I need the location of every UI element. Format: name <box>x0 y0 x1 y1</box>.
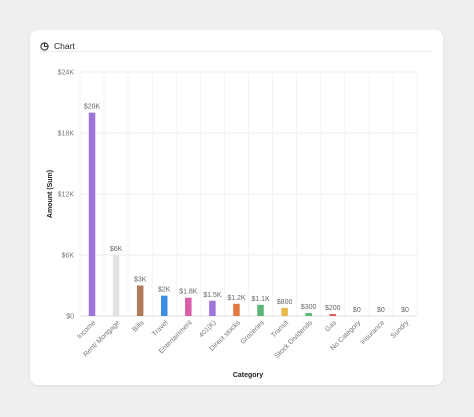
bar-value-label: $2K <box>158 287 171 294</box>
bar[interactable] <box>88 112 96 317</box>
x-tick-label: Insurance <box>360 319 387 346</box>
x-tick-label: Income <box>76 319 97 340</box>
bar-value-label: $1.5K <box>203 292 222 299</box>
bar-value-label: $1.1K <box>251 296 270 303</box>
bars: $20K $6K $3K $2K $1.8K $1.5K $1.2K $1.1K $800 $30… <box>84 104 409 317</box>
bar[interactable] <box>281 307 288 316</box>
bar[interactable] <box>112 255 120 316</box>
chart-icon <box>40 41 49 51</box>
bar-value-label: $0 <box>377 307 385 314</box>
y-tick-label: $6K <box>62 253 75 260</box>
bar-value-label: $800 <box>277 299 293 306</box>
bar[interactable] <box>136 285 144 317</box>
bar-value-label: $3K <box>134 277 147 284</box>
y-axis-ticks: $0 $6K $12K $18K $24K <box>58 70 75 321</box>
x-tick-label: Gas <box>324 319 338 333</box>
chart-card: Chart <box>30 30 443 385</box>
x-tick-label: Travel <box>151 319 170 338</box>
bar-value-label: $200 <box>325 305 341 312</box>
chart-header: Chart <box>40 36 433 56</box>
chart-title: Chart <box>54 41 75 51</box>
x-tick-label: Transit <box>270 319 290 339</box>
x-tick-label: 401(K) <box>198 319 218 339</box>
gridlines <box>79 71 418 317</box>
bar-value-label: $6K <box>110 246 123 253</box>
bar[interactable] <box>233 303 240 316</box>
y-axis-title: Amount (Sum) <box>47 170 54 218</box>
bar[interactable] <box>209 300 216 316</box>
bar-value-label: $300 <box>301 304 317 311</box>
bar[interactable] <box>257 304 264 316</box>
x-tick-label: Sundry <box>390 319 411 340</box>
bar-value-label: $0 <box>353 307 361 314</box>
y-tick-label: $24K <box>58 70 75 77</box>
bar-value-label: $0 <box>401 307 409 314</box>
bar[interactable] <box>305 312 312 316</box>
bar-value-label: $20K <box>84 104 101 111</box>
y-tick-label: $12K <box>58 192 75 199</box>
bar-value-label: $1.2K <box>227 295 246 302</box>
y-tick-label: $18K <box>58 131 75 138</box>
x-tick-label: Groceries <box>240 319 267 346</box>
x-tick-label: Bills <box>132 319 146 333</box>
x-axis-title: Category <box>233 372 263 379</box>
bar[interactable] <box>161 295 168 316</box>
bar-value-label: $1.8K <box>179 289 198 296</box>
bar[interactable] <box>329 313 337 316</box>
bar[interactable] <box>185 297 192 316</box>
y-tick-label: $0 <box>66 314 74 321</box>
header-divider <box>40 51 433 52</box>
